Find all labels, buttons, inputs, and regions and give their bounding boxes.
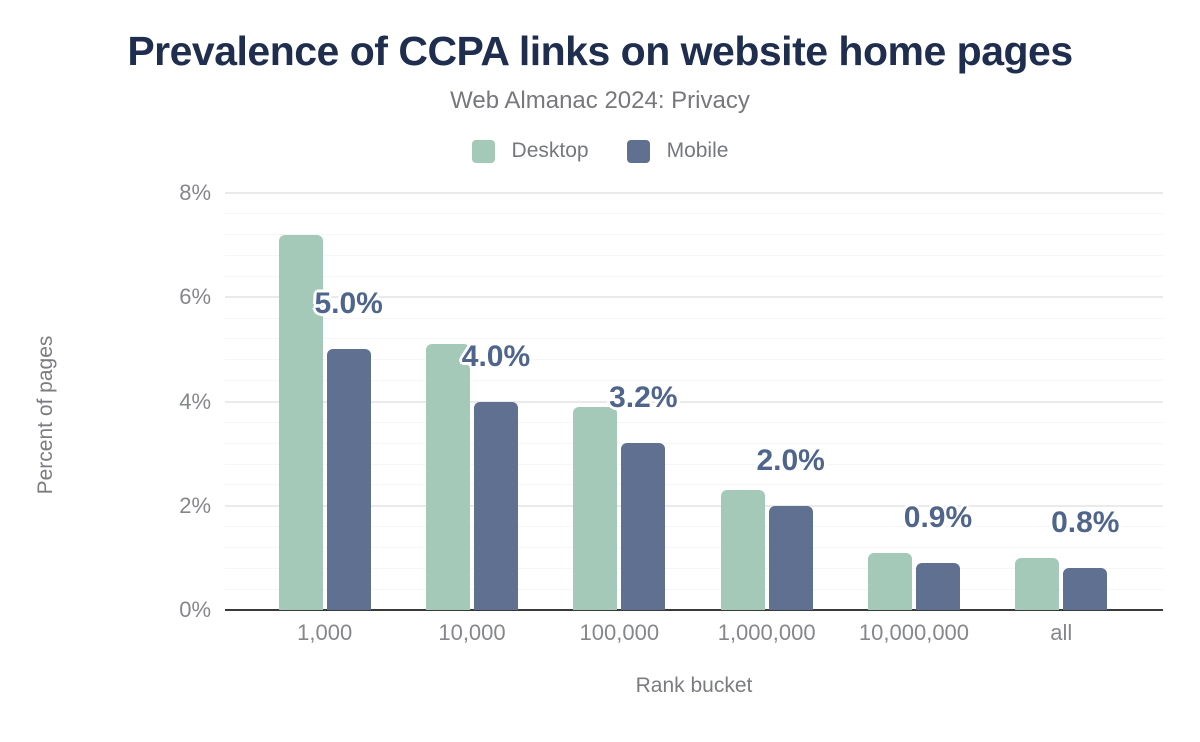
desktop-swatch-icon	[471, 139, 495, 163]
x-axis-title: Rank bucket	[635, 674, 753, 697]
bar-mobile	[621, 443, 666, 610]
bar-value-label: 4.0%	[461, 339, 531, 373]
bar-value-label: 5.0%	[314, 287, 383, 321]
x-tick-label: 10,000,000	[858, 620, 970, 645]
gridline-minor	[225, 442, 1163, 444]
y-tick-label: 8%	[179, 180, 211, 205]
bar-mobile	[1063, 568, 1108, 610]
bar-desktop	[573, 406, 618, 610]
bar-pair	[840, 193, 987, 610]
gridline-minor	[225, 317, 1163, 319]
bar-group: 2.0% 1,000,000	[693, 193, 840, 645]
gridline-minor	[225, 338, 1163, 340]
bar-value-label: 2.0%	[756, 443, 825, 477]
legend-label-desktop: Desktop	[511, 139, 589, 162]
bar-pair	[398, 193, 545, 610]
bar-mobile	[915, 563, 960, 610]
bars-container: 5.0% 1,000 4.0% 10,000 3.2% 100,000 2.0% 1,000,…	[251, 193, 1135, 645]
bar-desktop	[425, 344, 470, 610]
gridline-minor	[225, 380, 1163, 382]
y-axis-title: Percent of pages	[34, 335, 57, 495]
bar-pair	[693, 193, 840, 610]
gridline-minor	[225, 359, 1163, 361]
mobile-swatch-icon	[626, 139, 650, 163]
bar-group: 0.9% 10,000,000	[840, 193, 987, 645]
bar-mobile	[326, 349, 371, 610]
y-tick-label: 2%	[179, 492, 211, 518]
gridline-minor	[225, 463, 1163, 465]
bar-group: 4.0% 10,000	[398, 193, 545, 645]
y-tick-label: 6%	[179, 284, 211, 310]
x-tick-label: all	[1050, 620, 1073, 645]
gridline-minor	[225, 255, 1163, 257]
gridline-minor	[225, 421, 1163, 423]
bar-desktop	[278, 234, 323, 610]
bar-desktop	[867, 552, 912, 610]
bar-mobile	[768, 505, 813, 610]
bar-pair	[251, 193, 398, 610]
gridline-major	[225, 192, 1163, 194]
gridline-minor	[225, 567, 1163, 569]
x-tick-label: 1,000	[297, 620, 353, 645]
gridline-minor	[225, 275, 1163, 277]
gridline-minor	[225, 213, 1163, 215]
gridline-minor	[225, 546, 1163, 548]
x-tick-label: 1,000,000	[717, 620, 816, 645]
bar-pair	[546, 193, 693, 610]
bar-group: 5.0% 1,000	[251, 193, 398, 645]
gridline-minor	[225, 588, 1163, 590]
chart-subtitle: Web Almanac 2024: Privacy	[450, 87, 750, 114]
chart-title: Prevalence of CCPA links on website home…	[127, 28, 1073, 74]
legend-item-mobile: Mobile	[626, 139, 729, 163]
bar-desktop	[720, 490, 765, 610]
bar-pair	[988, 193, 1135, 610]
bar-desktop	[1015, 557, 1060, 610]
gridline-minor	[225, 234, 1163, 236]
x-axis-line	[225, 608, 1163, 611]
plot-area: 5.0% 1,000 4.0% 10,000 3.2% 100,000 2.0% 1,000,…	[179, 182, 1163, 645]
y-tick-label: 4%	[179, 388, 211, 414]
bar-value-label: 0.8%	[1051, 506, 1120, 540]
bar-group: 0.8% all	[988, 193, 1135, 645]
gridline-major	[225, 504, 1163, 507]
gridline-major	[225, 296, 1163, 299]
legend: Desktop Mobile	[0, 139, 1200, 163]
gridline-minor	[225, 484, 1163, 486]
gridline-major	[225, 400, 1163, 403]
x-tick-label: 100,000	[579, 620, 660, 645]
legend-label-mobile: Mobile	[666, 139, 729, 162]
bar-mobile	[473, 401, 518, 610]
gridline-minor	[225, 526, 1163, 528]
y-tick-label: 0%	[179, 597, 211, 622]
bar-value-label: 0.9%	[903, 501, 973, 535]
bar-group: 3.2% 100,000	[546, 193, 693, 645]
bar-value-label: 3.2%	[609, 381, 678, 415]
x-tick-label: 10,000	[438, 620, 506, 645]
legend-item-desktop: Desktop	[471, 139, 589, 163]
